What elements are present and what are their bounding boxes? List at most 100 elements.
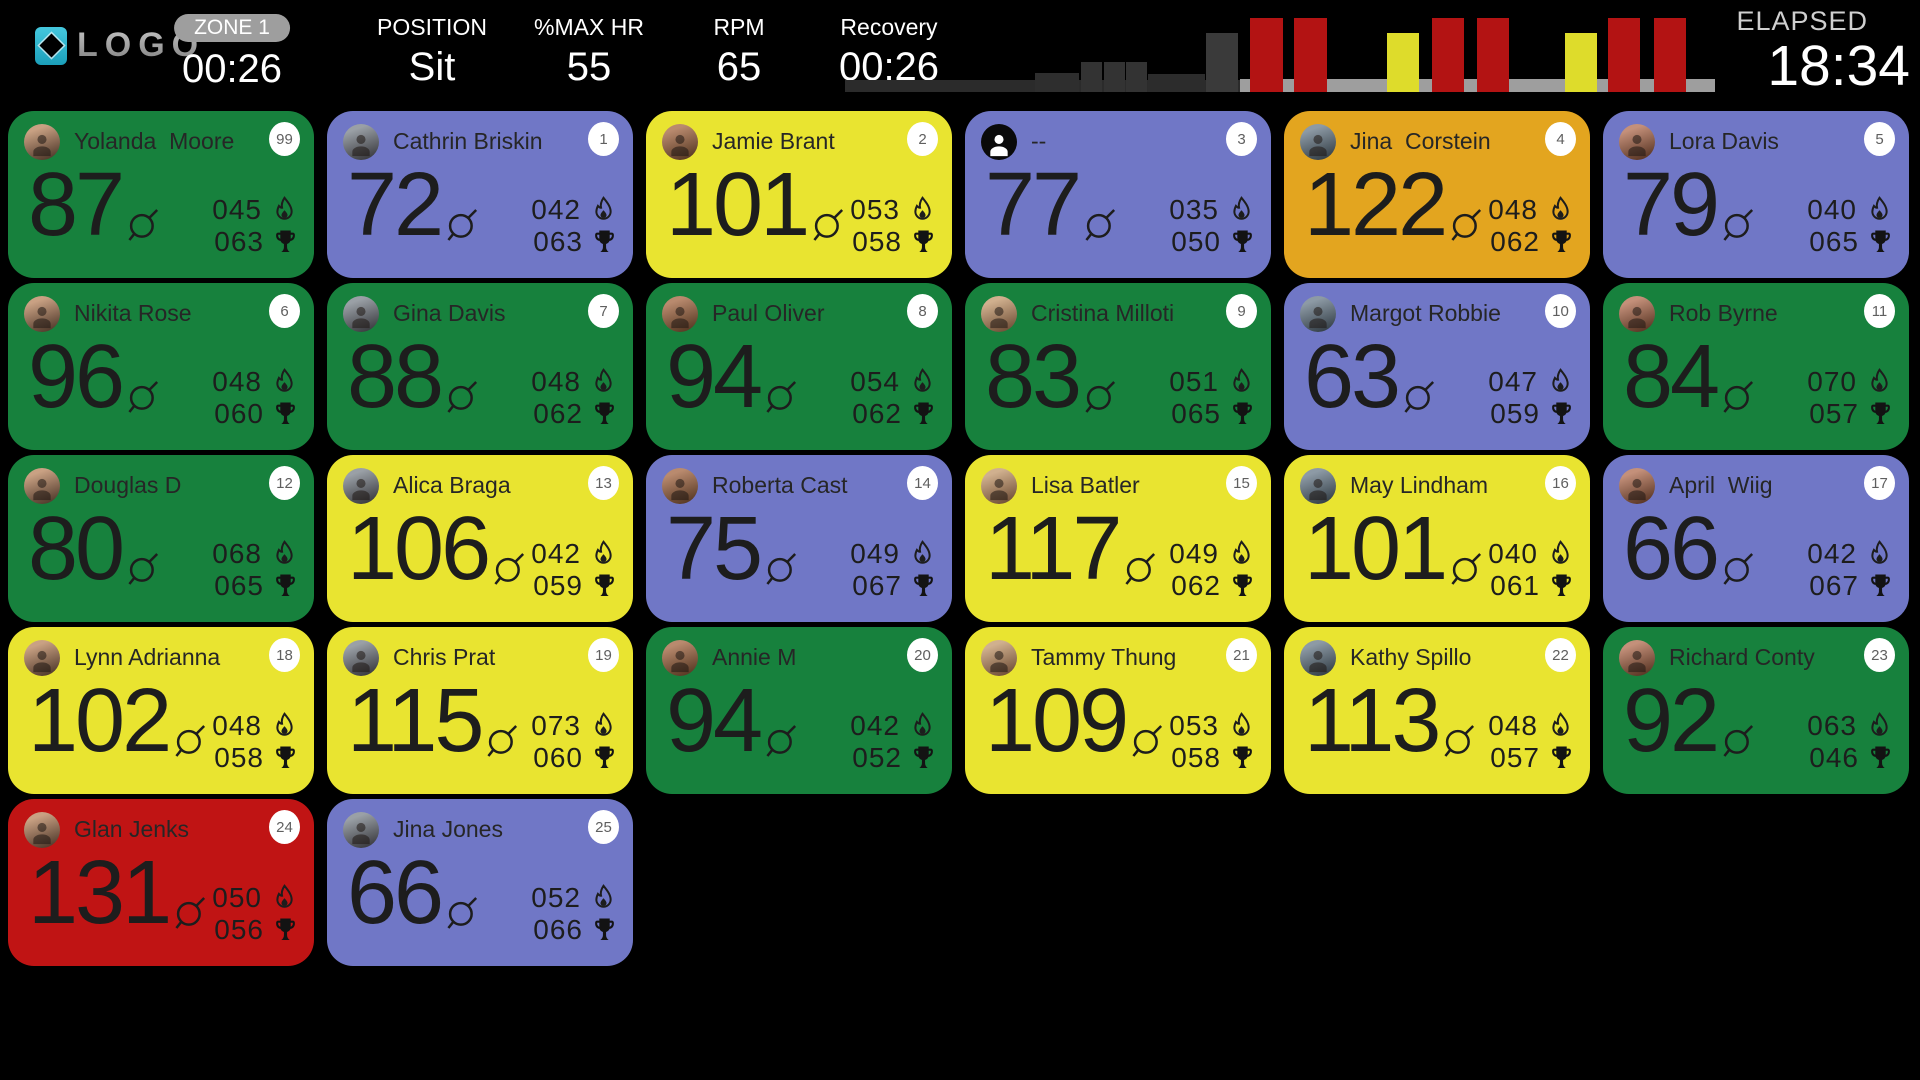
cadence-icon	[485, 720, 519, 763]
participant-tile[interactable]: Tammy Thung 21 109 053	[965, 627, 1271, 794]
timeline-bar	[1035, 73, 1079, 92]
participant-tile[interactable]: Chris Prat 19 115 073	[327, 627, 633, 794]
rpm-label: RPM	[713, 14, 765, 40]
participant-tile[interactable]: Cristina Milloti 9 83 051	[965, 283, 1271, 450]
participant-name: Alica Braga	[393, 472, 511, 498]
trophy-icon	[1230, 572, 1255, 600]
participant-tile[interactable]: -- 3 77 035	[965, 111, 1271, 278]
avatar	[1619, 124, 1655, 160]
participant-tile[interactable]: Paul Oliver 8 94 054	[646, 283, 952, 450]
current-value: 72	[347, 155, 444, 255]
current-value: 96	[28, 327, 125, 427]
trophy-icon	[592, 400, 617, 428]
cadence-icon	[173, 892, 207, 935]
person-icon	[671, 478, 689, 501]
person-icon	[990, 650, 1008, 673]
interval-timeline	[845, 0, 1715, 92]
person-icon	[1628, 478, 1646, 501]
position-badge: 14	[907, 466, 938, 500]
participant-tile[interactable]: Yolanda Moore 99 87 045	[8, 111, 314, 278]
avatar	[981, 296, 1017, 332]
position-badge: 23	[1864, 638, 1895, 672]
person-icon	[1309, 306, 1327, 329]
elapsed-block: ELAPSED 18:34	[1736, 6, 1910, 95]
person-icon	[990, 134, 1008, 157]
position-badge: 12	[269, 466, 300, 500]
participant-tile[interactable]: Kathy Spillo 22 113 048	[1284, 627, 1590, 794]
participant-tile[interactable]: Richard Conty 23 92 063	[1603, 627, 1909, 794]
position-badge: 24	[269, 810, 300, 844]
flame-icon	[1866, 195, 1893, 225]
trophy-icon	[1549, 572, 1574, 600]
participant-tile[interactable]: Douglas D 12 80 068	[8, 455, 314, 622]
flame-value: 053	[850, 194, 900, 225]
participant-tile[interactable]: Margot Robbie 10 63 047	[1284, 283, 1590, 450]
participant-tile[interactable]: Annie M 20 94 042	[646, 627, 952, 794]
flame-value: 042	[1807, 538, 1857, 569]
flame-value: 050	[212, 882, 262, 913]
person-icon	[1628, 306, 1646, 329]
cadence-icon	[1123, 548, 1157, 591]
position-badge: 8	[907, 294, 938, 328]
cadence-icon	[445, 204, 479, 247]
cadence-icon	[1130, 720, 1164, 763]
timeline-bar	[1565, 33, 1597, 92]
flame-value: 040	[1807, 194, 1857, 225]
cadence-icon	[1449, 204, 1483, 247]
position-badge: 17	[1864, 466, 1895, 500]
elapsed-time: 18:34	[1767, 34, 1910, 98]
participant-tile[interactable]: Roberta Cast 14 75 049	[646, 455, 952, 622]
participant-tile[interactable]: April Wiig 17 66 042	[1603, 455, 1909, 622]
trophy-icon	[911, 572, 936, 600]
trophy-value: 062	[1490, 226, 1540, 257]
participant-tile[interactable]: Glan Jenks 24 131 050	[8, 799, 314, 966]
avatar	[662, 296, 698, 332]
trophy-value: 046	[1809, 742, 1859, 773]
timeline-bar	[1250, 18, 1283, 92]
trophy-value: 050	[1171, 226, 1221, 257]
flame-icon	[1547, 195, 1574, 225]
flame-value: 040	[1488, 538, 1538, 569]
participant-tile[interactable]: Cathrin Briskin 1 72 042	[327, 111, 633, 278]
participants-grid: Yolanda Moore 99 87 045	[8, 111, 1909, 966]
participant-tile[interactable]: Lisa Batler 15 117 049	[965, 455, 1271, 622]
participant-name: Lisa Batler	[1031, 472, 1140, 498]
person-icon	[352, 650, 370, 673]
participant-tile[interactable]: Jina Corstein 4 122 048	[1284, 111, 1590, 278]
trophy-icon	[273, 744, 298, 772]
trophy-icon	[1549, 228, 1574, 256]
cadence-icon	[1402, 376, 1436, 419]
flame-icon	[271, 195, 298, 225]
participant-tile[interactable]: Lynn Adrianna 18 102 048	[8, 627, 314, 794]
person-icon	[1309, 134, 1327, 157]
trophy-icon	[1230, 744, 1255, 772]
participant-tile[interactable]: Alica Braga 13 106 042	[327, 455, 633, 622]
flame-value: 042	[850, 710, 900, 741]
participant-name: Douglas D	[74, 472, 182, 498]
avatar	[1619, 468, 1655, 504]
timeline-bar	[1104, 62, 1125, 92]
participant-tile[interactable]: Rob Byrne 11 84 070	[1603, 283, 1909, 450]
participant-tile[interactable]: May Lindham 16 101 040	[1284, 455, 1590, 622]
flame-value: 035	[1169, 194, 1219, 225]
participant-tile[interactable]: Lora Davis 5 79 040	[1603, 111, 1909, 278]
cadence-icon	[1449, 548, 1483, 591]
current-value: 87	[28, 155, 125, 255]
avatar	[662, 468, 698, 504]
flame-icon	[271, 883, 298, 913]
avatar	[1619, 296, 1655, 332]
avatar	[662, 124, 698, 160]
participant-tile[interactable]: Jina Jones 25 66 052	[327, 799, 633, 966]
trophy-value: 063	[533, 226, 583, 257]
cadence-icon	[173, 720, 207, 763]
trophy-icon	[273, 400, 298, 428]
participant-tile[interactable]: Nikita Rose 6 96 048	[8, 283, 314, 450]
participant-tile[interactable]: Jamie Brant 2 101 053	[646, 111, 952, 278]
avatar	[981, 468, 1017, 504]
participant-name: Yolanda Moore	[74, 128, 235, 154]
participant-tile[interactable]: Gina Davis 7 88 048	[327, 283, 633, 450]
avatar	[24, 124, 60, 160]
cadence-icon	[492, 548, 526, 591]
flame-icon	[590, 711, 617, 741]
